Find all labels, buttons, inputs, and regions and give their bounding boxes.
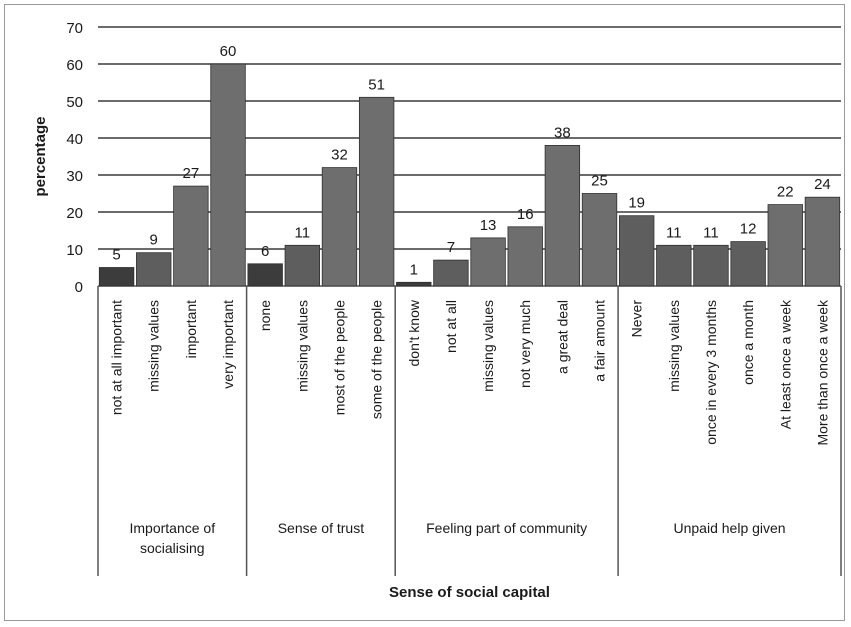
bar [173,185,209,287]
category-label: most of the people [331,300,347,415]
bar [358,96,395,287]
y-tick-label: 70 [66,20,83,37]
category-label: very important [220,300,236,389]
category-label: a fair amount [592,300,608,382]
category-label: once a month [740,300,756,385]
y-tick-label: 30 [66,168,83,185]
data-label: 32 [331,147,348,164]
category-label: not at all [443,300,459,353]
bar [136,252,172,287]
category-label: don't know [406,299,422,366]
data-label: 51 [368,76,385,93]
data-label: 22 [777,184,794,201]
bar [98,267,135,287]
bar [767,204,803,287]
category-label: a great deal [554,300,570,374]
x-axis-label: Sense of social capital [389,584,550,601]
data-label: 25 [591,173,608,190]
data-label: 5 [112,247,120,264]
y-axis-label: percentage [32,116,49,196]
data-label: 19 [628,195,645,212]
bar [581,193,618,287]
data-label: 60 [220,43,237,60]
bar [507,226,543,287]
bar [396,281,432,287]
y-tick-label: 60 [66,57,83,74]
category-label: Never [629,300,645,338]
category-label: some of the people [369,300,385,419]
bar [210,63,246,287]
data-label: 1 [410,261,418,278]
y-tick-label: 50 [66,94,83,111]
y-tick-label: 40 [66,131,83,148]
data-label: 12 [740,221,757,238]
chart-frame [4,4,845,621]
category-label: missing values [666,300,682,392]
data-label: 11 [295,224,311,241]
category-label: More than once a week [814,299,830,446]
data-label: 11 [703,224,719,241]
data-label: 6 [261,243,269,260]
bar [470,237,506,287]
category-label: At least once a week [777,299,793,429]
data-label: 38 [554,124,571,141]
data-label: 7 [447,239,455,256]
bar [284,244,320,287]
group-label: Importance of socialising [129,520,215,556]
category-label: missing values [146,300,162,392]
bar [321,167,358,287]
bar [730,241,766,287]
bar [619,215,655,287]
y-tick-label: 0 [75,279,83,296]
data-label: 16 [517,206,534,223]
y-tick-label: 20 [66,205,83,222]
data-label: 9 [150,232,158,249]
bar [804,196,841,287]
category-label: not very much [517,300,533,388]
y-tick-label: 10 [66,242,83,259]
data-label: 24 [814,176,831,193]
bar [433,259,469,287]
category-label: once in every 3 months [703,300,719,445]
category-label: missing values [480,300,496,392]
data-label: 13 [480,217,497,234]
category-label: missing values [294,300,310,392]
category-label: important [183,300,199,358]
bar [656,244,692,287]
group-label: Unpaid help given [674,520,786,536]
data-label: 27 [183,165,200,182]
group-label: Feeling part of community [426,520,587,536]
bar [544,144,581,287]
bar [247,263,283,287]
category-label: none [257,300,273,331]
group-label: Sense of trust [278,520,364,536]
bar [693,244,729,287]
data-label: 11 [666,224,682,241]
category-label: not at all important [109,300,125,415]
